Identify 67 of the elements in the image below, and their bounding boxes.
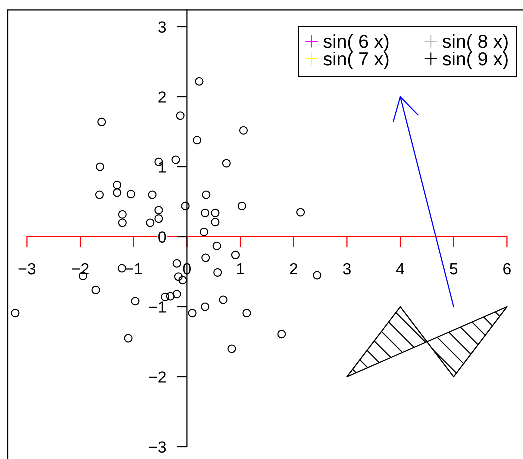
x-tick-label: 1 (237, 264, 244, 275)
point (313, 271, 322, 280)
point (118, 218, 127, 228)
point (148, 190, 157, 200)
point (154, 214, 164, 224)
point (113, 188, 122, 198)
legend-label: sin( 8 x) (442, 34, 508, 52)
point (131, 297, 140, 306)
point (214, 268, 222, 277)
point (296, 208, 306, 217)
point (92, 286, 100, 294)
point (95, 190, 104, 200)
legend-label: sin( 7 x) (324, 52, 389, 70)
x-tick-label: 5 (450, 264, 458, 275)
point (219, 296, 228, 304)
point (211, 208, 220, 218)
point (238, 202, 246, 210)
y-tick-label: 2 (158, 92, 166, 103)
point (11, 309, 20, 318)
point (154, 206, 164, 215)
point (228, 344, 236, 354)
point (212, 242, 222, 250)
point (231, 250, 240, 260)
point (211, 218, 220, 227)
point (193, 136, 202, 145)
point (96, 162, 105, 172)
x-tick-label: 3 (343, 263, 351, 275)
point (201, 208, 210, 218)
legend-label: sin( 9 x) (442, 52, 508, 70)
point (172, 290, 182, 299)
y-tick-label: −3 (149, 442, 166, 453)
point (174, 272, 183, 282)
point (146, 218, 155, 228)
x-tick-label: −2 (72, 263, 89, 275)
point (98, 118, 106, 126)
point (195, 77, 204, 86)
point (178, 276, 188, 285)
point (126, 190, 136, 199)
point (202, 254, 210, 262)
point (278, 330, 286, 339)
point (161, 292, 170, 302)
x-tick-label: 4 (396, 264, 405, 275)
legend-label: sin( 6 x) (324, 34, 389, 52)
point (242, 309, 252, 318)
y-tick-label: −2 (149, 372, 166, 383)
point (118, 210, 127, 219)
point (239, 126, 248, 135)
point (202, 190, 211, 200)
point (200, 228, 209, 236)
x-tick-label: 6 (504, 263, 511, 275)
point (201, 302, 210, 312)
point (113, 180, 122, 190)
point (124, 334, 133, 343)
y-tick-label: 0 (158, 232, 166, 243)
y-tick-label: −1 (149, 302, 166, 313)
point (166, 292, 175, 301)
point (118, 264, 126, 273)
point (188, 309, 197, 318)
point (181, 202, 190, 210)
x-tick-label: −3 (18, 263, 36, 275)
x-tick-label: 2 (290, 263, 298, 275)
point (172, 156, 180, 164)
x-tick-label: −1 (126, 264, 142, 275)
point (176, 112, 185, 120)
y-tick-label: 3 (158, 22, 166, 33)
point (222, 159, 231, 168)
point (172, 259, 182, 268)
